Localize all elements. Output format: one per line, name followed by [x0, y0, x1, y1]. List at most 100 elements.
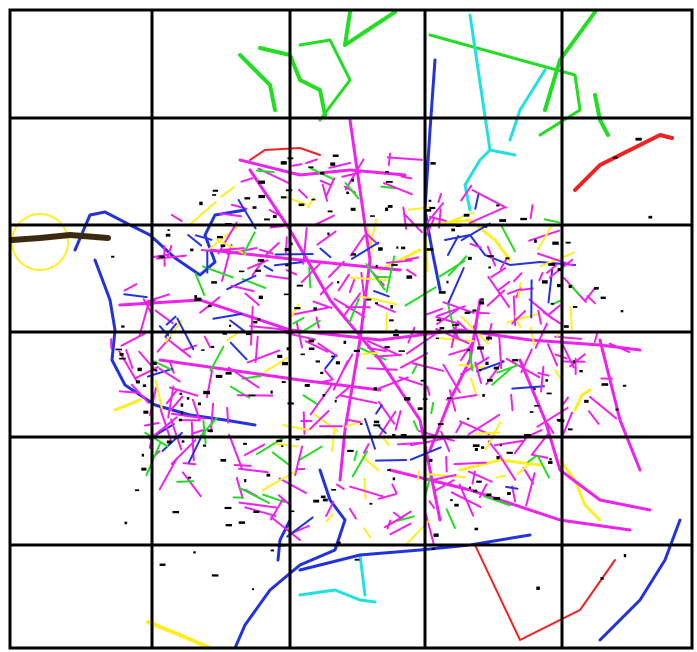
street [153, 423, 175, 437]
street [505, 357, 541, 379]
street [199, 417, 218, 438]
street [428, 216, 447, 222]
building [436, 319, 442, 322]
building [479, 301, 485, 305]
street [190, 429, 204, 435]
green-line [428, 33, 582, 137]
street [442, 363, 461, 394]
building [281, 381, 286, 383]
building [404, 397, 411, 401]
cyan-line [508, 68, 547, 142]
street [545, 264, 558, 274]
building [135, 380, 141, 384]
building [272, 214, 277, 218]
building [137, 367, 142, 372]
street [321, 183, 329, 202]
building [373, 387, 378, 391]
street [474, 361, 483, 384]
yellow-line [146, 620, 212, 650]
street [530, 453, 549, 459]
street [349, 234, 366, 257]
street [264, 241, 280, 257]
dark-strip [9, 232, 111, 243]
building [463, 213, 470, 217]
street [324, 177, 336, 198]
building [243, 442, 247, 445]
building [313, 307, 317, 311]
street [537, 252, 575, 267]
street [284, 236, 288, 255]
street [263, 356, 289, 373]
street [345, 418, 361, 423]
building [565, 241, 571, 244]
street [321, 379, 332, 383]
building [505, 257, 510, 260]
street [154, 379, 164, 412]
building [507, 492, 511, 496]
street [255, 169, 275, 173]
street [471, 470, 476, 485]
street [584, 287, 596, 302]
street [487, 275, 511, 308]
building [600, 296, 606, 299]
street [445, 455, 448, 473]
street [442, 301, 475, 314]
street [265, 274, 292, 281]
street [490, 267, 507, 279]
building [472, 489, 478, 493]
building [450, 499, 453, 502]
building [347, 449, 354, 452]
street [209, 345, 225, 372]
street [436, 306, 462, 326]
street [405, 333, 437, 355]
building [420, 379, 426, 382]
building [141, 467, 147, 471]
street [325, 500, 335, 517]
building [556, 283, 561, 288]
building [248, 394, 256, 397]
building [601, 383, 609, 386]
building [284, 247, 291, 252]
building [158, 255, 165, 259]
building [320, 371, 324, 375]
street [277, 494, 291, 506]
street [445, 394, 478, 401]
street [263, 265, 274, 272]
building [478, 368, 482, 372]
street [220, 247, 245, 252]
street [377, 424, 387, 435]
street [270, 516, 301, 542]
yellow-line [573, 388, 592, 412]
street [244, 292, 260, 306]
building [180, 411, 183, 415]
street [361, 455, 380, 472]
building [557, 267, 562, 272]
street [227, 366, 260, 389]
street [498, 454, 517, 481]
building [203, 390, 211, 395]
street [426, 473, 466, 479]
street [391, 483, 398, 494]
red-line [474, 544, 616, 641]
building [281, 361, 289, 366]
building [454, 503, 459, 507]
building [194, 298, 202, 302]
building [563, 325, 569, 328]
building [534, 405, 540, 407]
building [295, 438, 300, 441]
building [366, 298, 372, 301]
street [514, 315, 522, 328]
street [387, 152, 392, 167]
building [197, 402, 201, 406]
street [344, 181, 360, 200]
building [251, 588, 254, 591]
building [252, 206, 257, 209]
street [437, 192, 443, 203]
street [170, 418, 183, 451]
building [375, 264, 378, 268]
building [270, 390, 273, 394]
street [424, 216, 436, 240]
building [482, 393, 485, 397]
street [538, 271, 544, 282]
building [280, 196, 287, 199]
